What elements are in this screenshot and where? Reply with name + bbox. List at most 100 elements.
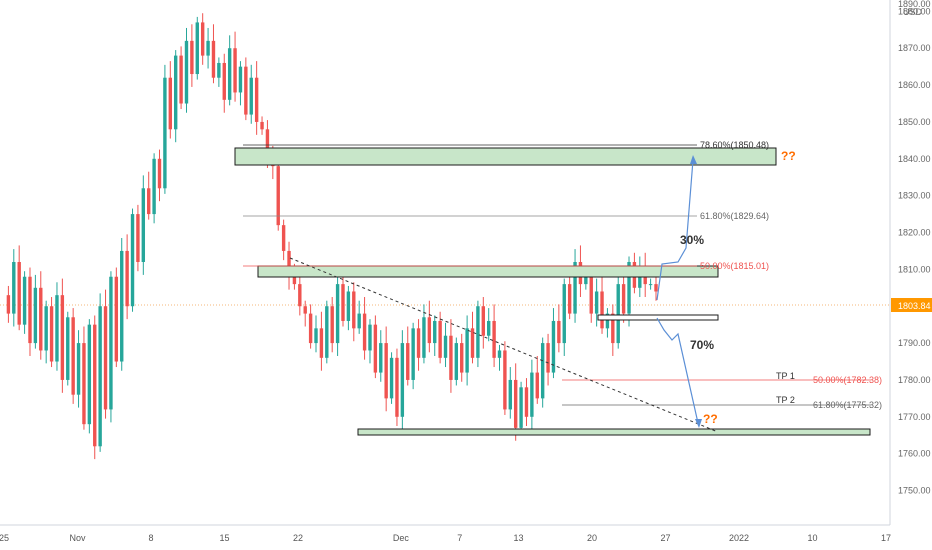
candle-body [125, 250, 129, 307]
candle-body [49, 306, 54, 362]
candle-body [492, 320, 496, 358]
x-tick-9: 27 [660, 533, 670, 543]
candle-body [265, 129, 270, 159]
y-tick-11: 1860.00 [898, 80, 931, 90]
candle-body [308, 313, 313, 344]
candle-body [249, 77, 253, 115]
projection-up-path[interactable] [656, 159, 694, 301]
candle-body [357, 313, 361, 329]
current-price-text: 1803.84 [898, 301, 931, 311]
arrow-down-head [695, 419, 702, 428]
zone-bottom[interactable] [357, 428, 871, 436]
y-tick-12: 1870.00 [898, 43, 931, 53]
zone-top[interactable] [234, 147, 777, 166]
candle-body [513, 379, 518, 428]
candle-body [416, 328, 421, 358]
y-tick-9: 1840.00 [898, 154, 931, 164]
candle-body [292, 276, 297, 285]
trendline[interactable] [289, 257, 719, 433]
x-tick-3: 15 [219, 533, 229, 543]
candle-body [66, 317, 70, 380]
candle-body [573, 262, 577, 314]
candle-body [465, 328, 469, 373]
candle-body [238, 66, 243, 93]
x-tick-2: 8 [148, 533, 153, 543]
candle-body [438, 320, 442, 358]
candle-body [141, 188, 146, 262]
candle-body [352, 291, 356, 329]
candle-body [508, 379, 512, 410]
candle-body [648, 284, 653, 286]
x-tick-4: 22 [293, 533, 303, 543]
candle-body [449, 335, 453, 380]
candle-body [244, 66, 248, 115]
candle-body [627, 262, 631, 314]
candle-body [567, 284, 572, 314]
candle-body [551, 320, 556, 373]
zone-middle[interactable] [257, 265, 719, 278]
currency-label: USD [903, 7, 923, 17]
candle-body [454, 343, 459, 380]
candle-body [76, 343, 81, 395]
candle-body [22, 276, 27, 325]
candle-body [433, 320, 437, 344]
candle-body [319, 328, 324, 358]
candle-body [211, 40, 216, 78]
candle-body [427, 317, 432, 344]
candle-body [411, 328, 415, 380]
candle-body [254, 77, 259, 122]
candle-body [368, 324, 372, 351]
candle-body [470, 328, 475, 358]
candle-body [303, 306, 307, 314]
candle-body [60, 295, 65, 380]
y-tick-1: 1760.00 [898, 449, 931, 459]
x-tick-11: 10 [807, 533, 817, 543]
candle-body [163, 77, 167, 189]
candle-body [179, 55, 183, 104]
fib-5000-upper-label: 50.00%(1815.01) [700, 261, 769, 271]
candle-body [298, 284, 302, 307]
arrow-up-head [690, 155, 697, 164]
y-tick-10: 1850.00 [898, 117, 931, 127]
candle-body [147, 188, 151, 215]
candle-body [540, 343, 545, 399]
candle-body [422, 317, 426, 358]
candle-body [281, 225, 286, 251]
candle-body [152, 158, 156, 215]
candle-body [195, 22, 199, 75]
candle-body [17, 262, 21, 325]
candle-body [611, 313, 615, 344]
x-tick-5: Dec [393, 533, 410, 543]
candle-body [600, 291, 604, 329]
question-bottom-label: ?? [703, 412, 718, 426]
x-axis[interactable]: 25 Nov 8 15 22 Dec 7 13 20 27 2022 10 17 [0, 533, 891, 543]
x-tick-1: Nov [69, 533, 86, 543]
candle-body [562, 284, 566, 344]
candle-body [400, 343, 405, 417]
candle-body [481, 306, 486, 336]
y-tick-7: 1820.00 [898, 228, 931, 238]
candle-body [287, 250, 291, 277]
candle-body [314, 328, 318, 344]
y-tick-8: 1830.00 [898, 191, 931, 201]
candle-body [476, 306, 480, 358]
candle-body [379, 343, 383, 373]
candle-body [33, 287, 38, 344]
candle-body [384, 343, 388, 399]
candle-body [460, 343, 464, 373]
candle-body [157, 158, 162, 189]
y-axis[interactable]: 1750.001760.001770.001780.001790.001800.… [898, 6, 931, 495]
candle-body [12, 262, 16, 314]
candle-body [206, 40, 210, 56]
fib-6180-upper-label: 61.80%(1829.64) [700, 211, 769, 221]
candle-body [120, 250, 124, 362]
tp1-label: TP 1 [776, 371, 795, 381]
projection-down-path[interactable] [656, 317, 699, 424]
candle-body [395, 357, 399, 417]
candle-body [621, 284, 626, 314]
x-tick-10: 2022 [729, 533, 749, 543]
candle-body [55, 295, 59, 362]
candle-body [546, 343, 550, 373]
candle-body [503, 350, 507, 410]
